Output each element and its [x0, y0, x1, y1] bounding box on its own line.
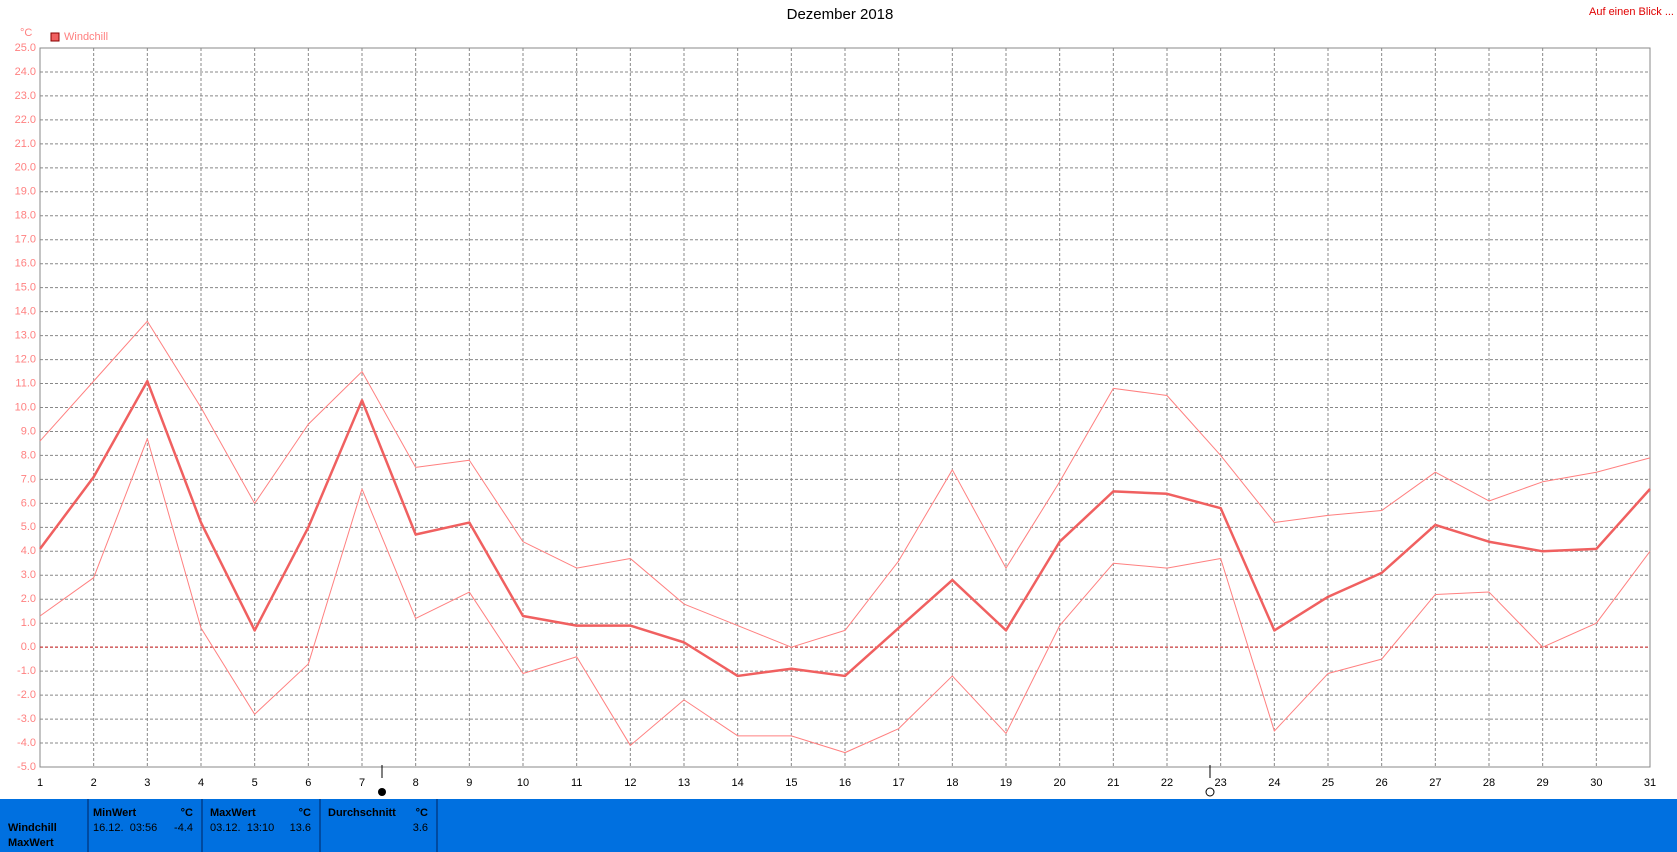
x-tick-label: 15 [785, 777, 797, 789]
y-tick-label: -3.0 [17, 713, 36, 725]
stat-text: °C [415, 807, 428, 819]
stat-text: MaxWert [210, 807, 256, 819]
stat-text: 3.6 [412, 822, 428, 834]
x-tick-label: 29 [1537, 777, 1549, 789]
y-tick-label: 8.0 [21, 449, 36, 461]
x-tick-label: 31 [1644, 777, 1656, 789]
y-tick-label: 9.0 [21, 425, 36, 437]
chart: Dezember 2018 Auf einen Blick ... °C Win… [15, 6, 1674, 797]
row-label-cell: Windchill MaxWert [0, 799, 89, 852]
x-tick-label: 9 [466, 777, 472, 789]
x-tick-label: 8 [413, 777, 419, 789]
x-tick-label: 14 [732, 777, 744, 789]
x-tick-label: 21 [1107, 777, 1119, 789]
y-tick-label: -5.0 [17, 761, 36, 773]
row-label: MaxWert [8, 837, 54, 849]
series-line [39, 438, 1651, 754]
x-tick-label: 30 [1590, 777, 1602, 789]
x-tick-label: 16 [839, 777, 851, 789]
stat-text: 16.12. 03:56 [93, 822, 158, 834]
x-tick-label: 24 [1268, 777, 1280, 789]
stat-text: °C [298, 807, 311, 819]
x-tick-label: 26 [1376, 777, 1388, 789]
y-tick-label: 4.0 [21, 545, 36, 557]
x-tick-label: 17 [893, 777, 905, 789]
x-tick-label: 3 [144, 777, 150, 789]
series-line [38, 379, 1651, 678]
y-tick-label: 16.0 [15, 258, 36, 270]
cursor-end[interactable] [1205, 787, 1215, 797]
stat-text: MinWert [93, 807, 137, 819]
unit-label: °C [20, 27, 32, 39]
y-tick-label: 21.0 [15, 138, 36, 150]
y-tick-label: 22.0 [15, 114, 36, 126]
y-tick-label: 24.0 [15, 66, 36, 78]
y-tick-label: 19.0 [15, 186, 36, 198]
stat-text: -4.4 [174, 822, 193, 834]
y-tick-label: -1.0 [17, 665, 36, 677]
y-tick-label: 5.0 [21, 521, 36, 533]
x-tick-label: 10 [517, 777, 529, 789]
y-tick-label: 12.0 [15, 353, 36, 365]
y-tick-label: 15.0 [15, 282, 36, 294]
x-tick-label: 12 [624, 777, 636, 789]
x-tick-label: 7 [359, 777, 365, 789]
y-tick-label: 14.0 [15, 306, 36, 318]
x-tick-label: 23 [1215, 777, 1227, 789]
stat-text: Durchschnitt [328, 807, 396, 819]
series-line [39, 320, 1651, 648]
x-tick-label: 22 [1161, 777, 1173, 789]
y-tick-label: 17.0 [15, 234, 36, 246]
stat-cell: MaxWert °C 03.12. 13:10 13.6 [206, 799, 321, 852]
y-tick-label: 7.0 [21, 473, 36, 485]
y-tick-label: 20.0 [15, 162, 36, 174]
y-tick-label: 13.0 [15, 330, 36, 342]
y-tick-label: 18.0 [15, 210, 36, 222]
x-tick-label: 1 [37, 777, 43, 789]
x-tick-label: 5 [252, 777, 258, 789]
legend-label: Windchill [64, 31, 108, 43]
x-tick-label: 19 [1000, 777, 1012, 789]
x-tick-label: 11 [571, 777, 582, 789]
stat-text: °C [180, 807, 193, 819]
row-label: Windchill [8, 822, 57, 834]
y-tick-label: 11.0 [15, 377, 36, 389]
x-tick-label: 20 [1054, 777, 1066, 789]
x-tick-label: 28 [1483, 777, 1495, 789]
x-tick-label: 18 [946, 777, 958, 789]
stats-panel: Windchill MaxWert MinWert °C 16.12. 03:56 -… [0, 799, 1677, 852]
y-tick-label: 2.0 [21, 593, 36, 605]
chart-title: Dezember 2018 [787, 6, 894, 23]
legend-swatch [50, 32, 60, 42]
x-tick-label: 6 [305, 777, 311, 789]
x-tick-label: 2 [91, 777, 97, 789]
y-tick-label: -4.0 [17, 737, 36, 749]
y-tick-label: 0.0 [21, 641, 36, 653]
x-tick-label: 13 [678, 777, 690, 789]
y-tick-label: 3.0 [21, 569, 36, 581]
y-tick-label: 25.0 [15, 42, 36, 54]
stat-cell: Durchschnitt °C 3.6 [324, 799, 438, 852]
stat-cell: MinWert °C 16.12. 03:56 -4.4 [89, 799, 203, 852]
cursor-start[interactable] [378, 788, 386, 796]
x-tick-label: 25 [1322, 777, 1334, 789]
y-tick-label: 6.0 [21, 497, 36, 509]
stat-text: 03.12. 13:10 [210, 822, 275, 834]
stat-text: 13.6 [289, 822, 311, 834]
y-tick-label: -2.0 [17, 689, 36, 701]
y-tick-label: 23.0 [15, 90, 36, 102]
x-tick-label: 4 [198, 777, 204, 789]
x-tick-label: 27 [1429, 777, 1441, 789]
y-tick-label: 10.0 [15, 401, 36, 413]
overview-link[interactable]: Auf einen Blick ... [1589, 6, 1674, 18]
y-tick-label: 1.0 [21, 617, 36, 629]
